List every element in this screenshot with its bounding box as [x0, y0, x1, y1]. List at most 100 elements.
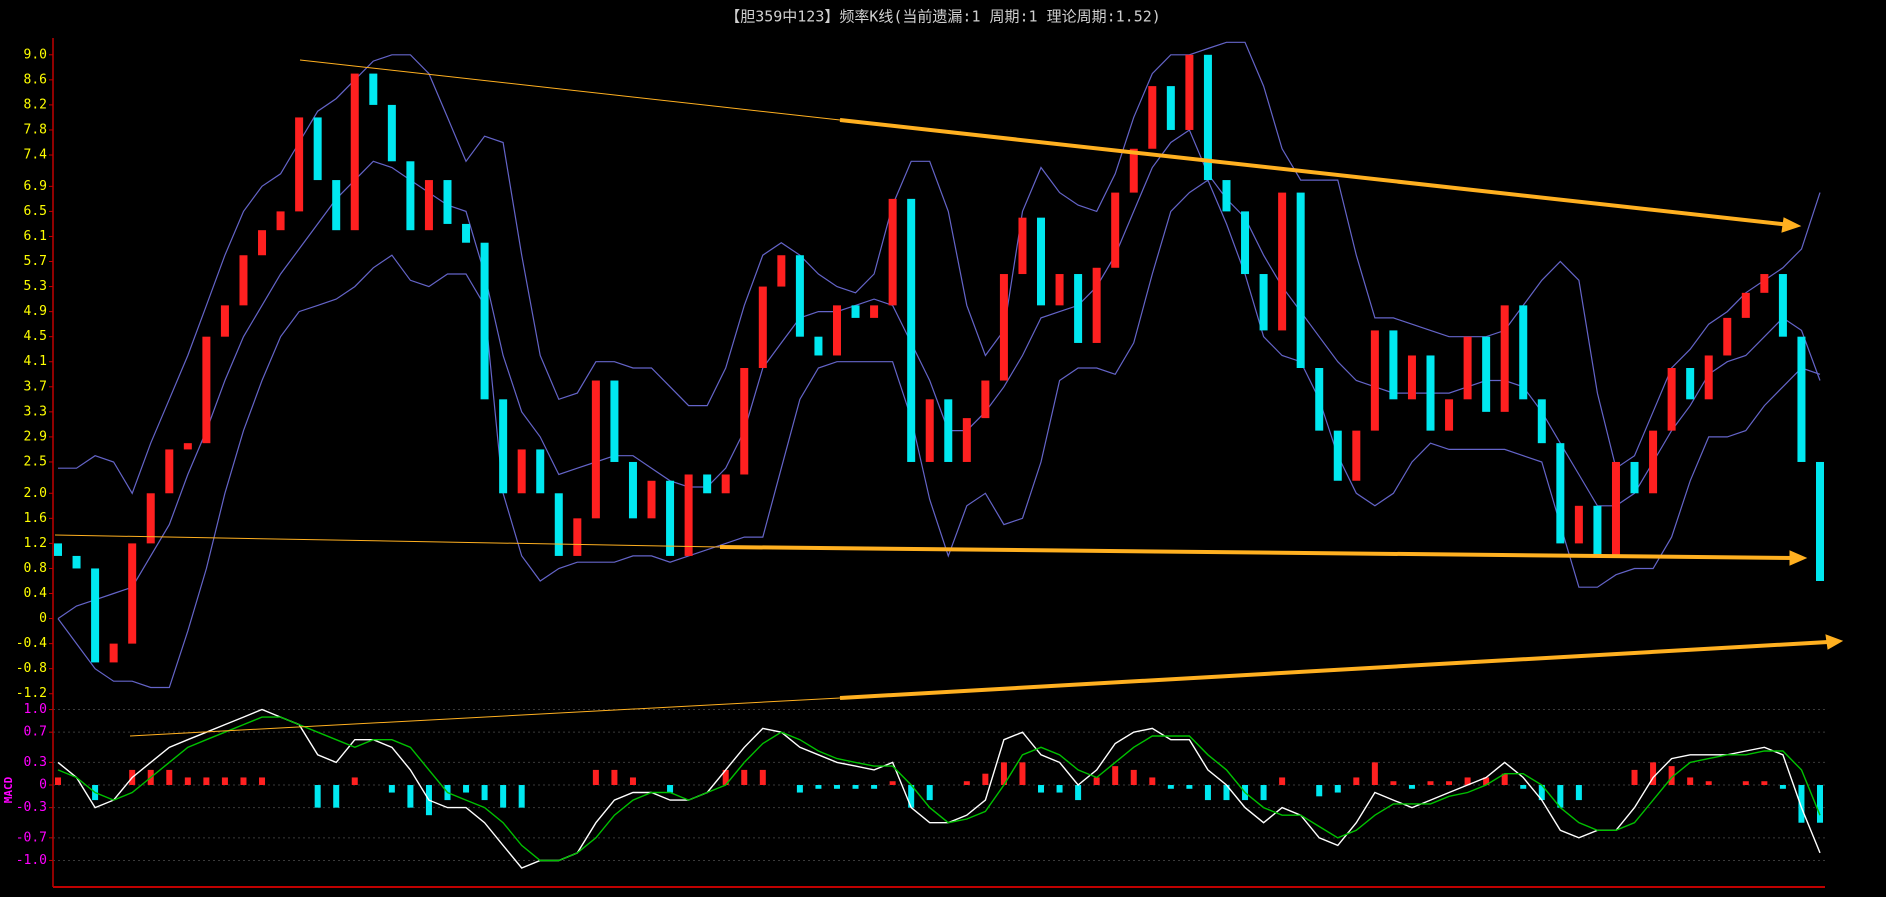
- candle: [999, 274, 1008, 381]
- candle: [313, 117, 322, 181]
- y-tick-label: -0.3: [16, 800, 47, 815]
- y-tick-label: 3.3: [24, 404, 47, 419]
- candle: [480, 242, 489, 400]
- histogram-bar: [1650, 762, 1657, 785]
- candle: [517, 449, 526, 494]
- histogram-bar: [759, 769, 766, 785]
- histogram-bar: [1316, 785, 1323, 797]
- candle: [647, 480, 656, 519]
- candle: [1055, 274, 1064, 306]
- candle: [610, 380, 619, 462]
- candle: [925, 399, 934, 462]
- candle: [183, 443, 192, 450]
- y-tick-label: 8.6: [24, 72, 47, 87]
- candle: [944, 399, 953, 462]
- histogram-bar: [592, 769, 599, 785]
- histogram-bar: [351, 777, 358, 785]
- candle: [870, 305, 879, 318]
- candle: [276, 211, 285, 231]
- trend-line: [719, 545, 1795, 560]
- histogram-bar: [1204, 785, 1211, 801]
- candle: [1797, 336, 1806, 462]
- candle: [1445, 399, 1454, 431]
- trend-line: [839, 118, 1791, 227]
- y-tick-label: 2.5: [24, 454, 47, 469]
- candle: [1556, 443, 1565, 544]
- candle: [1074, 274, 1083, 343]
- histogram-bar: [1390, 781, 1397, 785]
- histogram-bar: [1705, 781, 1712, 785]
- histogram-bar: [1520, 785, 1527, 789]
- candle: [832, 305, 841, 356]
- candle: [1203, 54, 1212, 181]
- histogram-bar: [1446, 781, 1453, 785]
- candle: [740, 368, 749, 475]
- candle: [777, 255, 786, 287]
- y-tick-label: 6.1: [24, 229, 47, 244]
- candle: [406, 161, 415, 231]
- histogram-bar: [500, 785, 507, 808]
- y-tick-label: 0.7: [24, 725, 47, 740]
- y-tick-label: 1.0: [24, 702, 47, 717]
- candle: [146, 493, 155, 544]
- histogram-bar: [1557, 785, 1564, 808]
- trend-lines: [54, 59, 1844, 737]
- candle: [1500, 305, 1509, 412]
- candle: [1259, 274, 1268, 331]
- candle: [1519, 305, 1528, 400]
- histogram-bar: [184, 777, 191, 785]
- candle: [1111, 192, 1120, 268]
- histogram-bar: [388, 785, 395, 793]
- y-tick-label: 4.9: [24, 304, 47, 319]
- histogram-bar: [1408, 785, 1415, 789]
- candle: [758, 286, 767, 368]
- trend-line: [299, 59, 841, 121]
- y-tick-label: 7.8: [24, 122, 47, 137]
- candle: [1667, 368, 1676, 431]
- candle: [591, 380, 600, 519]
- candle: [1092, 267, 1101, 343]
- candle: [350, 73, 359, 231]
- histogram-bar: [1817, 785, 1823, 823]
- y-tick-label: 8.2: [24, 97, 47, 112]
- candle: [703, 474, 712, 494]
- candle: [1482, 336, 1491, 412]
- candle: [424, 180, 433, 231]
- histogram-bar: [1260, 785, 1267, 801]
- histogram-bar: [166, 769, 173, 785]
- candle: [1037, 217, 1046, 306]
- histogram-bar: [1186, 785, 1193, 789]
- y-tick-label: 4.1: [24, 354, 47, 369]
- candle: [1241, 211, 1250, 275]
- candle: [387, 104, 396, 162]
- histogram-bar: [1334, 785, 1341, 793]
- histogram-bar: [1687, 777, 1694, 785]
- histogram-bar: [815, 785, 822, 789]
- candle: [499, 399, 508, 494]
- histogram-bar: [926, 785, 933, 801]
- histogram-bar: [1279, 777, 1286, 785]
- candle: [128, 543, 137, 644]
- y-tick-label: 4.5: [24, 329, 47, 344]
- candle: [1166, 86, 1175, 130]
- candle: [1407, 355, 1416, 400]
- candle: [554, 493, 563, 556]
- histogram-bar: [871, 785, 878, 789]
- y-tick-label: -0.4: [16, 636, 47, 651]
- candle: [1778, 274, 1787, 337]
- histogram-bar: [1038, 785, 1045, 793]
- histogram-bar: [611, 769, 618, 785]
- histogram-bar: [481, 785, 488, 801]
- candle: [258, 230, 267, 256]
- histogram-bar: [1075, 785, 1082, 801]
- histogram-bar: [908, 785, 915, 808]
- histogram-bar: [333, 785, 340, 808]
- histogram-bar: [1353, 777, 1360, 785]
- histogram-bar: [1538, 785, 1545, 801]
- candle: [1296, 192, 1305, 368]
- candle: [165, 449, 174, 494]
- candle: [369, 73, 378, 105]
- candle: [109, 643, 118, 663]
- candle: [1370, 330, 1379, 431]
